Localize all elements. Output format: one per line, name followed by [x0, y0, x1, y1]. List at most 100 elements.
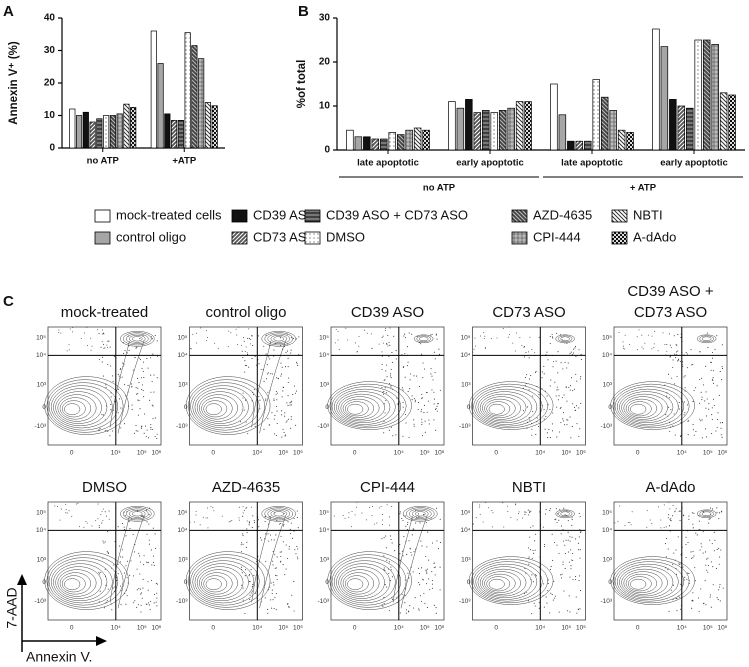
event-dot	[100, 514, 102, 516]
event-dot	[702, 552, 704, 554]
event-dot	[249, 594, 251, 596]
event-dot	[98, 571, 100, 573]
panel-letter: B	[298, 3, 309, 20]
event-dot	[252, 515, 254, 517]
contour	[625, 398, 658, 418]
event-dot	[113, 564, 115, 566]
event-dot	[123, 352, 125, 354]
event-dot	[120, 585, 122, 587]
event-dot	[438, 348, 440, 350]
event-dot	[524, 376, 526, 379]
event-dot	[276, 399, 278, 401]
x-tick-label: 10⁶	[576, 450, 586, 457]
event-dot	[365, 519, 367, 521]
event-dot	[86, 326, 88, 328]
legend-swatch	[304, 209, 321, 223]
event-dot	[244, 569, 246, 571]
contour	[555, 334, 575, 344]
event-dot	[263, 345, 265, 347]
event-dot	[272, 599, 274, 601]
event-dot	[266, 373, 268, 375]
event-dot	[106, 550, 108, 552]
event-dot	[390, 538, 392, 541]
event-dot	[244, 371, 246, 373]
y-tick-label: 0	[184, 404, 188, 411]
event-dot	[547, 582, 549, 585]
contour	[338, 566, 385, 599]
event-dot	[268, 424, 270, 426]
event-dot	[622, 345, 624, 347]
contour	[59, 397, 92, 420]
contour	[129, 509, 146, 518]
y-tick-label: 30	[44, 45, 56, 56]
contour	[701, 336, 712, 342]
event-dot	[692, 527, 694, 529]
event-dot	[421, 353, 423, 355]
event-dot	[397, 404, 399, 406]
event-dot	[706, 558, 708, 560]
event-dot	[431, 333, 433, 335]
y-tick-label: -10³	[34, 423, 46, 430]
event-dot	[712, 566, 714, 568]
contour	[129, 334, 146, 343]
x-tick-label: 0	[70, 450, 74, 457]
contour	[403, 506, 438, 522]
event-dot	[250, 338, 252, 340]
x-tick-label: 10⁶	[435, 625, 445, 632]
event-dot	[434, 408, 437, 410]
event-dot	[569, 385, 572, 387]
event-dot	[293, 517, 295, 519]
event-dot	[564, 361, 566, 363]
event-dot	[516, 519, 518, 521]
event-dot	[389, 327, 391, 329]
event-dot	[437, 548, 440, 550]
y-tick-label: 10⁵	[178, 509, 188, 516]
event-dot	[573, 348, 575, 350]
event-dot	[144, 425, 147, 427]
event-dot	[677, 350, 679, 352]
event-dot	[649, 519, 651, 521]
event-dot	[293, 530, 295, 532]
y-tick-label: 0	[325, 579, 329, 586]
event-dot	[383, 555, 385, 557]
event-dot	[668, 397, 670, 399]
event-dot	[675, 344, 677, 346]
contour	[333, 560, 396, 604]
event-dot	[276, 556, 278, 558]
event-dot	[411, 333, 413, 335]
x-tick-label: 10⁵	[703, 625, 713, 632]
event-dot	[721, 436, 723, 438]
event-dot	[154, 435, 156, 438]
event-dot	[270, 599, 272, 601]
event-dot	[108, 340, 110, 342]
event-dot	[264, 521, 266, 523]
event-dot	[84, 332, 86, 334]
event-dot	[102, 332, 104, 334]
event-dot	[265, 399, 267, 401]
event-dot	[146, 358, 148, 360]
event-dot	[288, 606, 290, 608]
event-dot	[149, 609, 151, 611]
event-dot	[667, 548, 669, 550]
event-dot	[244, 360, 246, 362]
y-tick-label: 0	[324, 145, 330, 156]
y-tick-label: 10⁴	[602, 527, 612, 534]
event-dot	[275, 567, 277, 569]
event-dot	[699, 418, 701, 420]
event-dot	[472, 523, 474, 525]
event-dot	[535, 370, 537, 372]
y-tick-label: 0	[325, 404, 329, 411]
contour	[185, 376, 271, 435]
y-tick-label: 10⁴	[36, 527, 46, 534]
event-dot	[569, 611, 571, 613]
event-dot	[383, 432, 385, 434]
event-dot	[381, 513, 383, 516]
event-dot	[424, 420, 426, 422]
event-dot	[709, 539, 711, 541]
event-dot	[148, 514, 150, 516]
event-dot	[137, 393, 139, 395]
event-dot	[248, 366, 250, 368]
event-dot	[428, 578, 430, 580]
event-dot	[381, 524, 383, 526]
